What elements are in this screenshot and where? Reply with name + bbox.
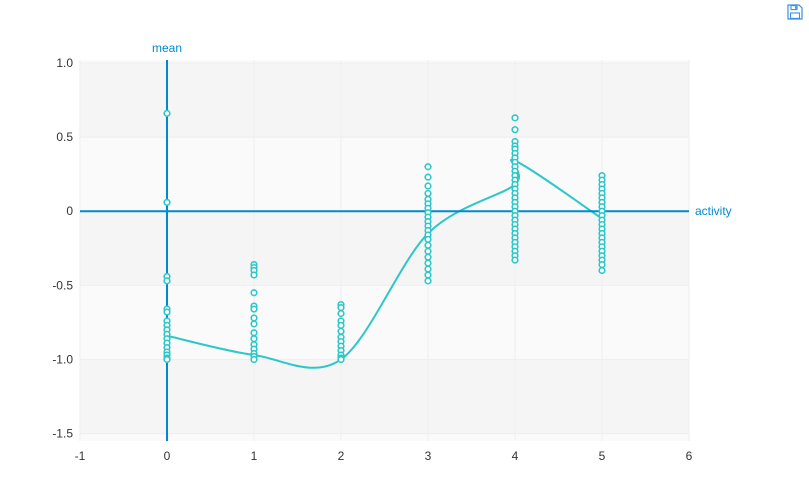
data-point [163, 109, 171, 117]
x-tick-label: 2 [338, 449, 345, 463]
data-point [424, 189, 432, 198]
x-axis-name: activity [695, 204, 732, 218]
data-point [424, 235, 432, 243]
data-point [424, 163, 432, 171]
x-tick-label: 4 [512, 449, 519, 463]
data-point [424, 259, 432, 267]
data-point [424, 277, 432, 285]
data-point [424, 247, 432, 255]
data-point [337, 327, 345, 335]
data-point [424, 265, 432, 273]
x-tick-label: 0 [164, 449, 171, 463]
plot-band [80, 60, 689, 63]
x-tick-label: 6 [686, 449, 693, 463]
data-point [250, 355, 258, 364]
data-point [424, 241, 432, 249]
y-tick-label: -0.5 [52, 278, 73, 292]
y-axis-name: mean [152, 41, 182, 55]
axes [80, 60, 689, 441]
data-point [511, 126, 519, 134]
plot-band [80, 211, 689, 286]
data-point [250, 329, 258, 337]
plot-band [80, 285, 689, 360]
data-point [163, 308, 171, 316]
y-tick-label: -1.5 [52, 427, 73, 441]
x-tick-label: 3 [425, 449, 432, 463]
data-point [337, 321, 345, 329]
y-tick-label: 1.0 [56, 56, 73, 70]
y-tick-label: 0 [66, 204, 73, 218]
plot-background-bands [80, 60, 689, 441]
data-point [250, 335, 258, 343]
data-point [250, 271, 258, 279]
data-point [511, 114, 519, 122]
plot-band [80, 359, 689, 434]
scatter-points [163, 109, 606, 364]
plot-band [80, 433, 689, 441]
data-point [598, 260, 606, 269]
data-point [250, 314, 258, 322]
data-point [424, 173, 432, 181]
save-as-image-icon[interactable] [786, 3, 804, 21]
x-tick-label: 1 [251, 449, 258, 463]
data-point [163, 355, 171, 364]
data-point [337, 303, 345, 312]
data-point [424, 253, 432, 261]
y-axis-tick-labels: 1.0 0.5 0 -0.5 -1.0 -1.5 [52, 56, 73, 441]
data-point [163, 198, 171, 206]
x-tick-label: -1 [75, 449, 86, 463]
plot-band [80, 62, 689, 138]
y-tick-label: 0.5 [56, 130, 73, 144]
x-tick-label: 5 [599, 449, 606, 463]
data-point [250, 305, 258, 313]
data-point [250, 289, 258, 297]
data-point [337, 355, 345, 364]
data-point [163, 277, 171, 285]
data-point [598, 266, 606, 275]
data-point [337, 309, 345, 318]
y-tick-label: -1.0 [52, 352, 73, 366]
x-axis-tick-labels: -1 0 1 2 3 4 5 6 [75, 449, 693, 463]
data-point [511, 256, 519, 264]
data-point [424, 271, 432, 279]
data-point [250, 320, 258, 328]
data-point [424, 182, 432, 190]
plot-band [80, 137, 689, 212]
